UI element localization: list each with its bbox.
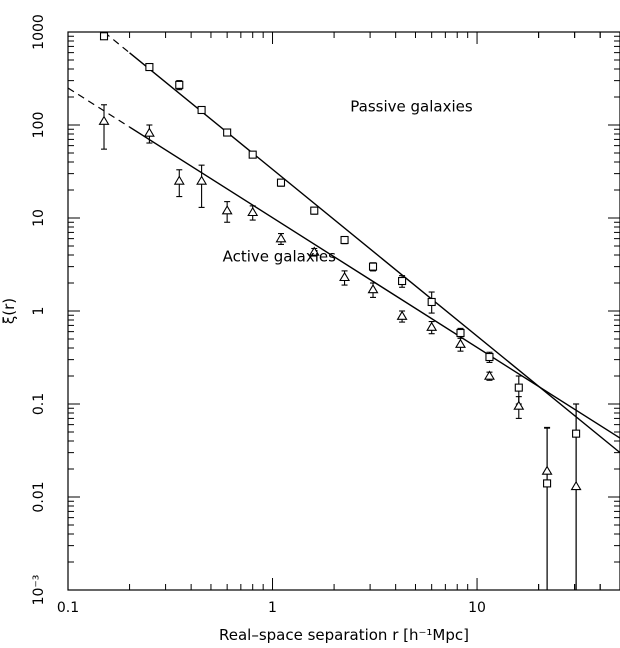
- y-tick-label: 1000: [31, 14, 47, 50]
- data-point-square: [398, 276, 407, 286]
- data-point-triangle: [426, 321, 438, 331]
- data-point-triangle: [483, 370, 495, 380]
- x-axis-title: Real–space separation r [h⁻¹Mpc]: [219, 626, 469, 644]
- data-point-triangle: [173, 175, 185, 185]
- fit-line-dashed-1: [68, 87, 130, 128]
- axis-ticks: [67, 31, 620, 591]
- data-point-triangle: [541, 465, 553, 475]
- data-point-square: [514, 383, 523, 392]
- y-tick-label: 0.1: [31, 393, 47, 415]
- x-tick-label: 0.1: [57, 600, 79, 616]
- fit-line-dashed-0: [103, 32, 130, 54]
- data-point-triangle: [221, 205, 233, 215]
- annotation-passive-galaxies: Passive galaxies: [350, 97, 473, 115]
- data-point-square: [368, 262, 378, 271]
- data-point-square: [543, 479, 552, 488]
- data-point-triangle: [367, 283, 379, 294]
- data-point-square: [456, 328, 465, 338]
- data-point-square: [572, 429, 581, 438]
- y-axis-title: ξ(r): [0, 298, 18, 324]
- y-tick-label: 100: [31, 112, 47, 139]
- data-point-square: [145, 62, 154, 72]
- y-tick-label: 1: [31, 307, 47, 316]
- data-point-square: [310, 206, 319, 215]
- annotation-active-galaxies: Active galaxies: [223, 248, 337, 266]
- data-point-square: [197, 105, 206, 115]
- data-point-triangle: [247, 206, 259, 217]
- tick-labels: 0.1 1 10 10⁻³ 0.01 0.1 1 10 100 1000: [31, 14, 486, 616]
- data-point-triangle: [455, 338, 466, 348]
- x-tick-label: 1: [268, 600, 277, 616]
- data-point-triangle: [308, 246, 320, 256]
- data-point-square: [175, 80, 184, 89]
- x-tick-label: 10: [468, 600, 486, 616]
- data-point-triangle: [396, 310, 408, 320]
- y-tick-label: 10⁻³: [31, 575, 47, 606]
- data-point-triangle: [98, 115, 110, 125]
- data-point-triangle: [143, 127, 155, 137]
- data-point-square: [248, 150, 257, 159]
- data-point-square: [276, 178, 286, 187]
- data-point-square: [99, 32, 109, 41]
- data-markers: [98, 32, 582, 491]
- data-point-triangle: [196, 175, 208, 185]
- data-point-triangle: [275, 233, 287, 243]
- data-point-square: [485, 352, 494, 362]
- plot-frame: [67, 31, 620, 591]
- data-point-square: [340, 235, 349, 245]
- data-point-square: [223, 128, 232, 137]
- error-bars: [101, 33, 580, 590]
- y-tick-label: 10: [31, 209, 47, 227]
- data-point-triangle: [570, 480, 582, 491]
- data-point-square: [427, 297, 436, 307]
- y-tick-label: 0.01: [31, 481, 47, 512]
- data-point-triangle: [513, 400, 525, 410]
- data-point-triangle: [339, 271, 351, 282]
